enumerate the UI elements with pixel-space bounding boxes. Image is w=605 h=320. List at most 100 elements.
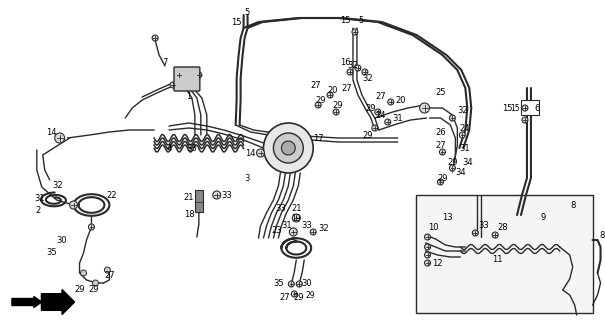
Text: 4: 4 <box>166 143 172 153</box>
Text: 32: 32 <box>318 223 329 233</box>
FancyBboxPatch shape <box>174 67 200 91</box>
Circle shape <box>522 105 528 111</box>
Circle shape <box>296 281 302 287</box>
Bar <box>521 100 539 115</box>
Text: 27: 27 <box>311 81 321 90</box>
Text: 8: 8 <box>570 201 575 210</box>
Text: 31: 31 <box>34 194 45 203</box>
Text: 34: 34 <box>455 167 466 177</box>
Circle shape <box>152 35 158 41</box>
Bar <box>195 190 203 212</box>
Circle shape <box>93 280 99 286</box>
Circle shape <box>425 252 431 258</box>
Text: 15: 15 <box>502 103 512 113</box>
Text: 1: 1 <box>186 92 192 100</box>
Circle shape <box>372 125 378 131</box>
Text: 23: 23 <box>271 226 282 235</box>
Text: 14: 14 <box>47 127 57 137</box>
Circle shape <box>425 244 431 250</box>
Text: 33: 33 <box>221 190 232 199</box>
Text: 6: 6 <box>534 103 540 113</box>
Circle shape <box>355 65 361 71</box>
Text: 29: 29 <box>74 284 85 293</box>
Text: 35: 35 <box>47 247 57 257</box>
Circle shape <box>170 82 176 88</box>
Text: 35: 35 <box>273 279 284 289</box>
Text: FR.: FR. <box>45 297 65 307</box>
Circle shape <box>375 109 381 115</box>
Circle shape <box>105 267 110 273</box>
Circle shape <box>176 72 182 78</box>
Text: 24: 24 <box>459 124 469 132</box>
Text: 33: 33 <box>186 143 197 153</box>
Text: 27: 27 <box>376 92 386 100</box>
Circle shape <box>522 117 528 123</box>
Circle shape <box>450 165 456 171</box>
Text: 34: 34 <box>462 157 473 166</box>
Text: 11: 11 <box>492 255 502 265</box>
Text: 29: 29 <box>362 131 373 140</box>
Circle shape <box>273 133 303 163</box>
Circle shape <box>492 232 498 238</box>
Text: 28: 28 <box>498 222 508 231</box>
Text: 27: 27 <box>435 140 446 149</box>
Text: 27: 27 <box>342 84 352 92</box>
Circle shape <box>281 141 295 155</box>
Circle shape <box>292 214 300 222</box>
Text: 20: 20 <box>396 95 406 105</box>
Text: 20: 20 <box>328 85 338 94</box>
Circle shape <box>289 228 297 236</box>
Circle shape <box>264 123 313 173</box>
Text: 31: 31 <box>281 220 292 229</box>
Text: 31: 31 <box>393 114 403 123</box>
Text: 32: 32 <box>457 106 468 115</box>
Circle shape <box>439 149 445 155</box>
Circle shape <box>425 234 431 240</box>
Text: 29: 29 <box>437 173 448 182</box>
Text: 16: 16 <box>339 58 350 67</box>
Text: 30: 30 <box>56 236 67 244</box>
Circle shape <box>420 103 430 113</box>
Text: 30: 30 <box>301 279 312 289</box>
Text: 33: 33 <box>478 220 489 229</box>
Circle shape <box>362 69 368 75</box>
Text: 29: 29 <box>447 157 457 166</box>
Circle shape <box>54 133 65 143</box>
Circle shape <box>88 224 94 230</box>
Text: 27: 27 <box>279 293 290 302</box>
Text: 2: 2 <box>35 205 41 214</box>
Circle shape <box>315 102 321 108</box>
Text: 5: 5 <box>244 7 249 17</box>
Circle shape <box>257 149 264 157</box>
Text: 24: 24 <box>376 110 386 119</box>
Text: 21: 21 <box>184 193 194 202</box>
Text: 29: 29 <box>88 285 99 294</box>
Bar <box>416 195 592 313</box>
Circle shape <box>352 29 358 35</box>
Text: 10: 10 <box>428 222 439 231</box>
Circle shape <box>459 132 465 138</box>
Circle shape <box>347 69 353 75</box>
Text: 15: 15 <box>510 103 520 113</box>
Circle shape <box>289 281 294 287</box>
Text: 17: 17 <box>313 133 324 142</box>
Text: 32: 32 <box>348 60 358 69</box>
Circle shape <box>437 179 443 185</box>
Text: 7: 7 <box>162 58 168 67</box>
Circle shape <box>213 191 221 199</box>
Circle shape <box>385 119 391 125</box>
Text: 26: 26 <box>435 127 446 137</box>
Circle shape <box>333 109 339 115</box>
Text: 29: 29 <box>315 95 325 105</box>
Text: 29: 29 <box>333 100 343 109</box>
Circle shape <box>450 115 456 121</box>
Circle shape <box>80 270 87 276</box>
Text: 25: 25 <box>435 87 446 97</box>
Text: 18: 18 <box>183 210 194 219</box>
Circle shape <box>388 99 394 105</box>
Text: 31: 31 <box>459 143 469 153</box>
Text: 12: 12 <box>432 259 443 268</box>
FancyArrow shape <box>12 297 42 308</box>
Text: 3: 3 <box>244 173 249 182</box>
Circle shape <box>473 230 478 236</box>
